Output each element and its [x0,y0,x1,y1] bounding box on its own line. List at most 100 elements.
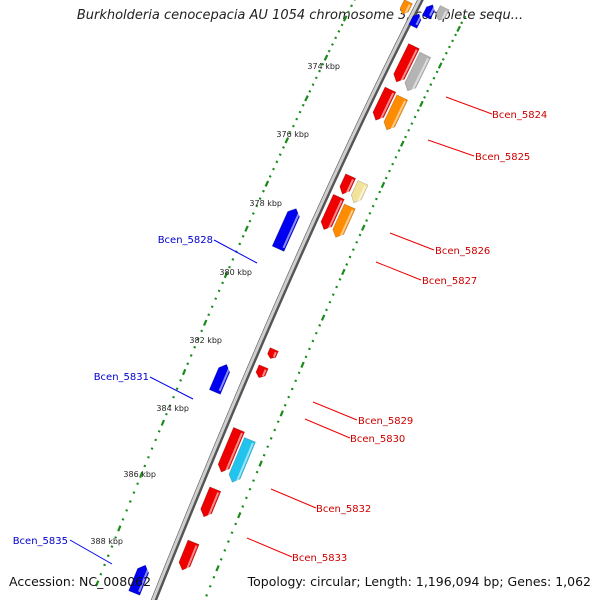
tick-mark-inner [244,496,248,500]
tick-mark-inner [258,460,263,467]
tick-mark-outer [121,518,125,521]
feature-blue-body [408,13,422,29]
leader-line [69,539,113,565]
tick-mark-outer [321,62,325,66]
kbp-label-388: 388 kbp [90,537,123,546]
tick-rings [94,0,467,597]
feature-bcen-5827 [332,203,356,238]
feature-bcen-5826-highlight [327,199,343,229]
tick-mark-inner [300,361,305,369]
tick-mark-inner [348,255,352,259]
backbone [151,0,422,600]
tick-mark-inner [208,585,212,588]
feature-bcen-5828-highlight [282,211,301,249]
tick-mark-inner [391,162,395,166]
tick-mark-inner [456,25,461,32]
tick-mark-outer [99,572,103,576]
tick-mark-inner [226,540,230,543]
tick-mark-inner [269,436,273,440]
tick-mark-inner [371,204,375,208]
tick-mark-outer [334,36,338,40]
gene-label-bcen-5825: Bcen_5825 [475,152,530,163]
feature-red-highlight [186,545,198,570]
tick-mark-inner [388,169,391,173]
feature-red-highlight [345,178,354,194]
tick-mark-outer [241,234,245,238]
tick-mark-inner [404,135,407,139]
feature-bcen-5824-body [393,43,420,83]
feature-pale-yellow [350,180,369,204]
feature-bcen-5831 [208,364,231,395]
feature-blue-highlight [429,7,435,17]
kbp-label-376: 376 kbp [276,130,309,139]
tick-mark-inner [365,219,369,222]
tick-mark-inner [345,263,349,266]
feature-orange-body [383,94,409,131]
leader-line [304,418,351,439]
tick-mark-inner [416,109,420,112]
tick-mark-outer [264,180,270,187]
gene-label-bcen-5828: Bcen_5828 [158,235,213,246]
tick-mark-inner [311,339,315,343]
tick-mark-inner [283,403,287,407]
tick-mark-outer [147,456,150,459]
tick-mark-outer [154,438,158,442]
tick-mark-outer [110,545,114,548]
feature-bcen-5827-body [332,203,356,238]
feature-bcen-5831-body [208,364,231,395]
kbp-label-386: 386 kbp [123,470,156,479]
tick-mark-outer [136,482,140,486]
tick-mark-outer [298,110,302,114]
gene-label-bcen-5835: Bcen_5835 [13,536,68,547]
tick-mark-outer [179,379,183,382]
kbp-label-374: 374 kbp [307,62,340,71]
tick-mark-outer [228,265,231,269]
kbp-label-382: 382 kbp [189,336,222,345]
feature-grey [435,5,450,21]
tick-mark-inner [460,21,464,25]
tick-mark-inner [212,575,216,579]
tick-mark-outer [106,554,110,558]
tick-mark-inner [435,70,439,74]
tick-mark-outer [308,90,312,93]
leader-line [427,139,475,157]
tick-mark-outer [175,387,179,391]
tick-mark-inner [262,453,266,457]
feature-orange-body [399,0,413,15]
feature-blue [408,13,422,29]
kbp-label-384: 384 kbp [156,404,189,413]
tick-mark-inner [304,355,308,359]
tick-mark-outer [94,580,100,587]
tick-mark-inner [294,379,298,383]
tick-mark-inner [378,190,382,194]
feature-bcen-5829-body [267,347,279,359]
feature-bcen-5826 [320,193,345,230]
tick-mark-inner [279,410,284,417]
feature-bcen-5831-highlight [218,367,231,392]
tick-mark-inner [355,240,359,244]
tick-mark-outer [251,212,255,215]
feature-bcen-5832 [217,426,246,473]
tick-mark-inner [331,293,335,296]
gene-label-bcen-5826: Bcen_5826 [435,246,490,257]
gene-label-bcen-5827: Bcen_5827 [422,276,477,287]
tick-mark-outer [202,319,208,327]
feature-orange [383,94,409,131]
tick-mark-inner [230,531,234,535]
feature-bcen-5835-body [128,564,150,596]
feature-red-body [339,173,357,195]
tick-mark-outer [207,313,211,317]
feature-bcen-5828-body [271,208,300,252]
tick-mark-outer [291,124,295,128]
leader-line [246,537,293,558]
tick-mark-inner [328,300,332,304]
tick-mark-outer [139,471,144,479]
tick-mark-outer [340,23,344,27]
tick-mark-inner [361,224,366,231]
tick-mark-inner [394,155,398,159]
tick-mark-inner [432,76,436,80]
tick-mark-inner [325,308,328,312]
tick-mark-outer [157,429,161,433]
tick-mark-outer [186,362,190,366]
feature-grey-highlight [441,10,448,20]
